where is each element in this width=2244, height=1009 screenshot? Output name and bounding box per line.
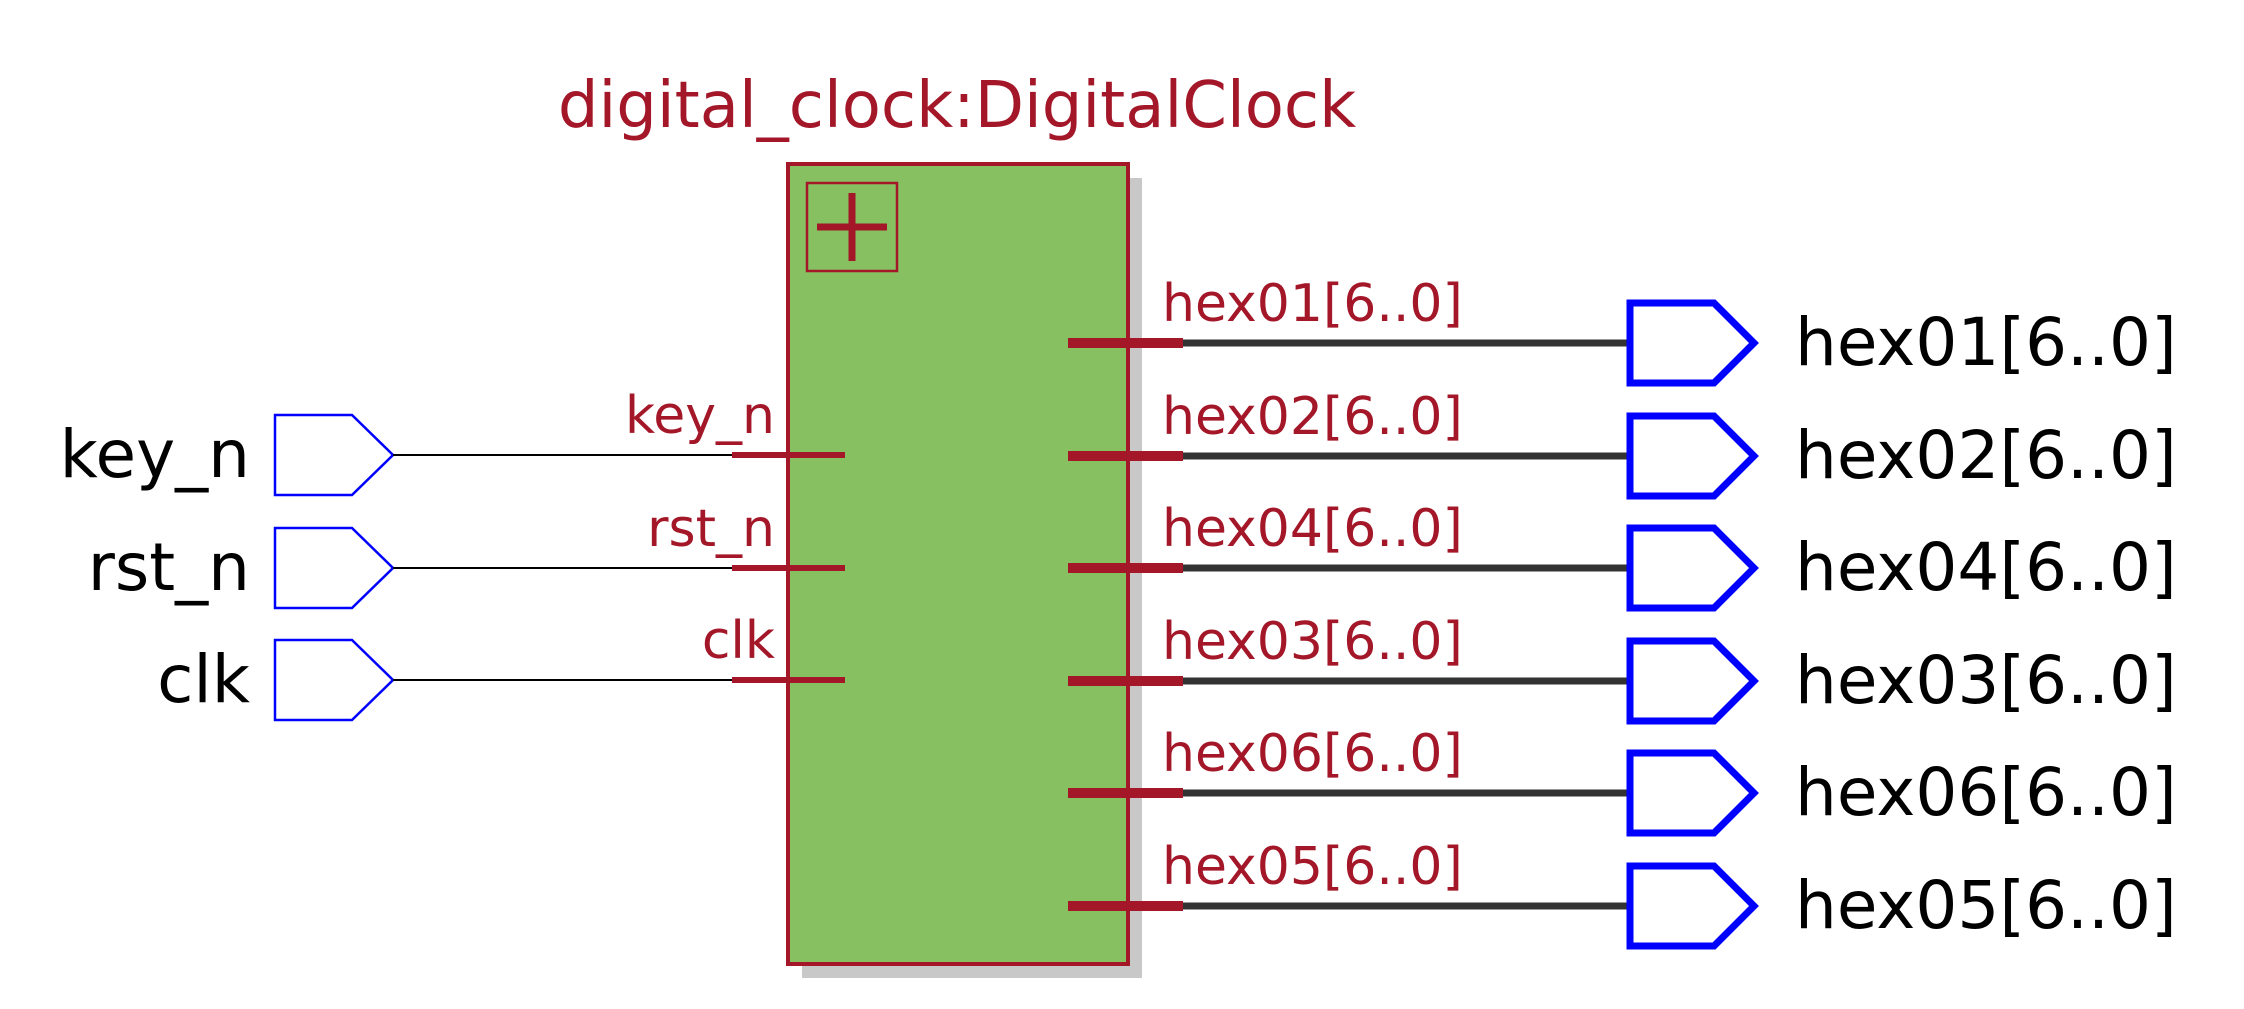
output-port-label: hex01[6..0] bbox=[1162, 274, 1463, 334]
output-port-label: hex06[6..0] bbox=[1162, 724, 1463, 784]
output-port-label: hex02[6..0] bbox=[1162, 387, 1463, 447]
input-pin-name: key_n bbox=[60, 416, 250, 493]
output-ports: hex01[6..0] hex01[6..0]hex02[6..0] hex02[6… bbox=[1068, 274, 2177, 950]
output-pin-hex05[interactable]: hex05[6..0] hex05[6..0] bbox=[1068, 837, 2177, 950]
output-pin-hex01[interactable]: hex01[6..0] hex01[6..0] bbox=[1068, 274, 2177, 387]
output-port-label: hex04[6..0] bbox=[1162, 499, 1463, 559]
input-pin-clk[interactable]: clk clk bbox=[157, 611, 845, 722]
input-port-label: clk bbox=[702, 611, 775, 671]
input-pin-key-n[interactable]: key_n key_n bbox=[60, 386, 845, 497]
output-pin-name: hex06[6..0] bbox=[1795, 754, 2177, 831]
output-pin-hex02[interactable]: hex02[6..0] hex02[6..0] bbox=[1068, 387, 2177, 500]
input-pin-rst-n[interactable]: rst_n rst_n bbox=[88, 499, 845, 610]
input-pin-shape bbox=[273, 413, 395, 497]
input-pin-name: clk bbox=[157, 641, 251, 718]
output-pin-shape bbox=[1626, 749, 1759, 837]
output-pin-shape bbox=[1626, 524, 1759, 612]
output-pin-shape bbox=[1626, 862, 1759, 950]
output-pin-name: hex02[6..0] bbox=[1795, 417, 2177, 494]
input-port-label: rst_n bbox=[647, 499, 775, 559]
output-pin-shape bbox=[1626, 637, 1759, 725]
input-pin-shape bbox=[273, 526, 395, 610]
output-port-label: hex03[6..0] bbox=[1162, 612, 1463, 672]
input-pin-name: rst_n bbox=[88, 529, 250, 606]
output-pin-name: hex03[6..0] bbox=[1795, 642, 2177, 719]
output-pin-shape bbox=[1626, 299, 1759, 387]
output-pin-name: hex01[6..0] bbox=[1795, 304, 2177, 381]
output-pin-name: hex04[6..0] bbox=[1795, 529, 2177, 606]
input-port-label: key_n bbox=[625, 386, 775, 446]
output-pin-name: hex05[6..0] bbox=[1795, 867, 2177, 944]
expand-icon[interactable] bbox=[805, 181, 899, 273]
input-pin-shape bbox=[273, 638, 395, 722]
output-pin-hex03[interactable]: hex03[6..0] hex03[6..0] bbox=[1068, 612, 2177, 725]
output-pin-shape bbox=[1626, 412, 1759, 500]
module-title: digital_clock:DigitalClock bbox=[558, 69, 1356, 143]
output-pin-hex06[interactable]: hex06[6..0] hex06[6..0] bbox=[1068, 724, 2177, 837]
output-pin-hex04[interactable]: hex04[6..0] hex04[6..0] bbox=[1068, 499, 2177, 612]
output-port-label: hex05[6..0] bbox=[1162, 837, 1463, 897]
